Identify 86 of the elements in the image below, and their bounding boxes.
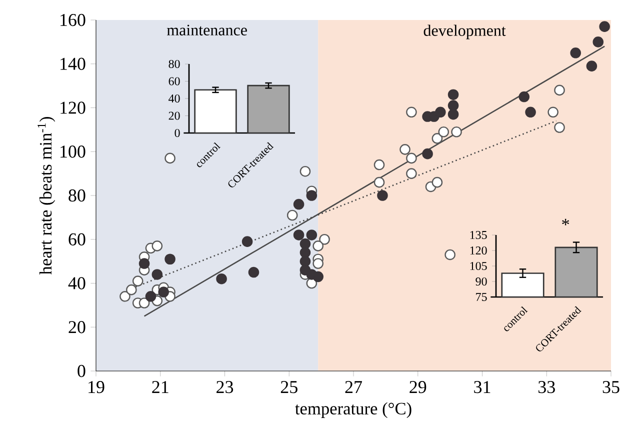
point (554, 84, 565, 96)
point (306, 190, 318, 201)
point (451, 126, 462, 138)
y-tick-label: 140 (60, 58, 86, 70)
x-tick-label: 35 (602, 381, 620, 394)
point (554, 122, 565, 133)
point (444, 249, 456, 260)
annotation: * (562, 218, 570, 226)
point (586, 60, 598, 72)
x-tick-label: 29 (410, 381, 426, 394)
band-label: development (424, 24, 506, 40)
point (374, 176, 385, 188)
y-tick-label: 0 (174, 128, 180, 138)
point (548, 106, 558, 118)
point (319, 234, 330, 245)
y-axis-title: heart rate (beats min$^{-1}$) (38, 117, 56, 275)
point (448, 89, 459, 100)
point (158, 286, 169, 298)
point (448, 100, 459, 111)
y-tick-label: 90 (476, 277, 487, 286)
point (435, 106, 446, 118)
y-tick-label: 60 (168, 77, 180, 86)
point (286, 210, 298, 221)
y-tick-label: 75 (476, 293, 487, 301)
point (312, 258, 324, 269)
y-tick-label: 40 (68, 277, 86, 290)
point (377, 190, 388, 201)
point (448, 108, 459, 120)
point (300, 256, 311, 267)
point (374, 159, 385, 170)
y-tick-label: 105 (470, 262, 487, 270)
y-tick-label: 60 (68, 233, 86, 246)
point (300, 166, 311, 177)
y-tick-label: 40 (168, 94, 180, 103)
point (312, 271, 324, 282)
band-label: maintenance (166, 24, 247, 36)
y-tick-label: 80 (68, 189, 86, 202)
point (312, 240, 324, 252)
point (120, 291, 130, 302)
y-tick-label: 20 (168, 112, 180, 120)
y-tick-label: 160 (60, 14, 86, 26)
point (145, 291, 156, 302)
y-tick-label: 0 (78, 364, 86, 378)
point (152, 269, 163, 280)
point (406, 168, 417, 179)
point (242, 236, 253, 247)
point (438, 126, 450, 138)
x-tick-label: 27 (345, 381, 362, 393)
point (525, 106, 536, 118)
point (406, 106, 417, 118)
point (422, 148, 433, 160)
x-tick-label: 23 (216, 381, 234, 394)
point (164, 152, 176, 164)
x-tick-label: 25 (280, 381, 298, 394)
x-tick-label: 19 (88, 381, 104, 394)
y-tick-label: 20 (68, 321, 86, 334)
y-tick-label: 100 (60, 146, 86, 158)
y-tick-label: 120 (60, 102, 86, 114)
x-tick-label: 21 (152, 381, 168, 393)
point (400, 144, 410, 155)
y-tick-label: 120 (470, 246, 487, 255)
point (216, 273, 227, 284)
point (293, 198, 304, 210)
point (592, 36, 604, 48)
point (138, 298, 150, 308)
point (164, 254, 176, 265)
point (518, 91, 530, 102)
point (132, 276, 144, 286)
point (599, 21, 610, 32)
point (306, 230, 318, 240)
point (248, 266, 260, 278)
y-tick-label: 135 (470, 230, 487, 240)
point (406, 152, 417, 164)
x-axis-title: temperature (°C) (295, 402, 412, 418)
point (293, 230, 304, 240)
x-tick-label: 33 (538, 381, 555, 394)
point (138, 258, 150, 269)
y-tick-label: 80 (168, 60, 180, 68)
point (432, 176, 443, 188)
point (300, 247, 311, 258)
point (570, 48, 581, 58)
point (300, 238, 311, 250)
x-tick-label: 31 (474, 381, 490, 394)
point (152, 240, 163, 252)
point (432, 133, 443, 144)
point (126, 284, 137, 296)
